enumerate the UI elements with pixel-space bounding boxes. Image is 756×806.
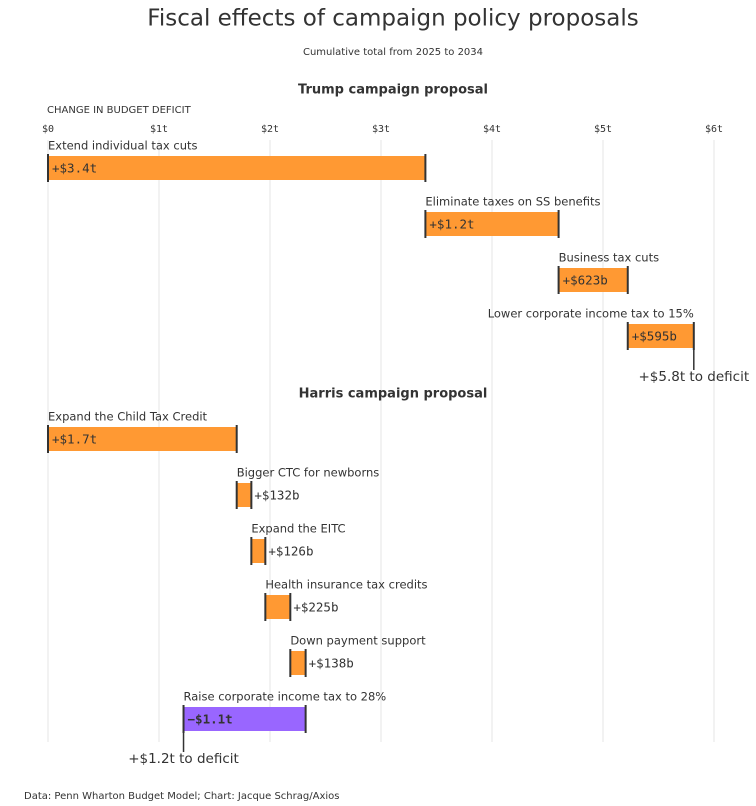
category-label: Expand the EITC — [251, 522, 345, 536]
x-tick-label: $2t — [261, 124, 279, 135]
category-label: Health insurance tax credits — [265, 578, 427, 592]
value-label: +$126b — [268, 544, 313, 559]
value-label: +$132b — [254, 488, 299, 503]
x-tick-label: $5t — [594, 124, 612, 135]
value-label: +$595b — [632, 329, 677, 344]
category-label: Extend individual tax cuts — [48, 139, 198, 153]
bar — [183, 707, 306, 731]
bar — [627, 324, 694, 348]
value-label: +$138b — [309, 656, 354, 671]
category-label: Lower corporate income tax to 15% — [488, 307, 694, 321]
bar — [425, 212, 559, 236]
bar — [251, 539, 266, 563]
category-label: Raise corporate income tax to 28% — [184, 690, 387, 704]
value-label: +$1.7t — [52, 432, 97, 447]
bar — [48, 427, 237, 451]
axis-label: CHANGE IN BUDGET DEFICIT — [47, 105, 192, 116]
bar — [236, 483, 252, 507]
x-tick-label: $6t — [705, 124, 723, 135]
panel-title: Trump campaign proposal — [298, 83, 488, 98]
bar — [290, 651, 306, 675]
chart-title: Fiscal effects of campaign policy propos… — [147, 6, 638, 32]
category-label: Business tax cuts — [559, 251, 660, 265]
value-label: +$623b — [563, 273, 608, 288]
total-label: +$1.2t to deficit — [128, 751, 239, 767]
category-label: Eliminate taxes on SS benefits — [425, 195, 600, 209]
bar — [48, 156, 426, 180]
value-label: +$225b — [293, 600, 338, 615]
bar — [265, 595, 291, 619]
x-tick-label: $0 — [42, 124, 54, 135]
value-label: +$1.2t — [429, 217, 474, 232]
x-tick-label: $4t — [483, 124, 501, 135]
value-label: −$1.1t — [188, 712, 233, 727]
total-label: +$5.8t to deficit — [638, 369, 749, 385]
panel-title: Harris campaign proposal — [299, 387, 488, 402]
x-tick-label: $1t — [150, 124, 168, 135]
category-label: Down payment support — [290, 634, 426, 648]
category-label: Expand the Child Tax Credit — [48, 410, 208, 424]
x-tick-label: $3t — [372, 124, 390, 135]
chart-subtitle: Cumulative total from 2025 to 2034 — [303, 47, 483, 58]
source: Data: Penn Wharton Budget Model; Chart: … — [24, 791, 339, 802]
category-label: Bigger CTC for newborns — [237, 466, 380, 480]
value-label: +$3.4t — [52, 161, 97, 176]
bar — [558, 268, 628, 292]
